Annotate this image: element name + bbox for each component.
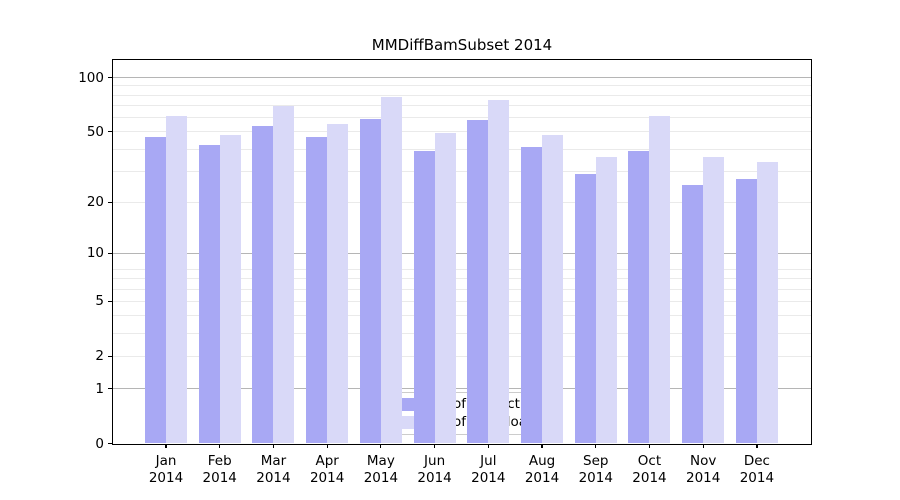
- bar-ips-oct: [628, 151, 650, 444]
- gridline-minor: [113, 148, 811, 150]
- bar-ips-nov: [682, 185, 704, 444]
- bar-downloads-jun: [434, 133, 456, 444]
- x-tick-label-month: Sep: [583, 453, 609, 469]
- legend-item: Nb of downloads: [389, 414, 543, 433]
- y-tick: [108, 442, 113, 445]
- gridline-minor: [113, 300, 811, 302]
- y-tick-label: 0: [95, 435, 104, 452]
- bar-ips-sep: [574, 173, 596, 444]
- bar-downloads-jan: [166, 116, 187, 444]
- y-tick-label: 100: [78, 69, 104, 86]
- x-tick-label-year: 2014: [202, 470, 237, 486]
- x-tick-label-year: 2014: [363, 470, 399, 486]
- y-tick-label: 5: [95, 293, 104, 310]
- y-tick-label: 50: [86, 123, 104, 140]
- x-tick: [165, 443, 167, 448]
- x-tick-label-year: 2014: [148, 470, 184, 486]
- gridline-minor: [113, 131, 811, 133]
- gridline-major: [113, 77, 811, 79]
- x-tick: [326, 443, 328, 448]
- x-tick-label-month: Apr: [315, 453, 339, 469]
- bar-downloads-may: [380, 97, 402, 444]
- x-tick-label-year: 2014: [309, 470, 345, 486]
- gridline-minor: [113, 333, 811, 335]
- gridline-minor: [113, 268, 811, 270]
- x-tick: [756, 443, 758, 448]
- x-tick-label-month: Dec: [743, 453, 770, 469]
- bar-downloads-aug: [542, 134, 564, 444]
- bar-ips-apr: [306, 136, 328, 444]
- gridline-minor: [113, 94, 811, 96]
- x-tick: [648, 443, 651, 448]
- gridline-minor: [113, 105, 811, 107]
- y-tick: [108, 252, 113, 254]
- x-tick-label-year: 2014: [578, 470, 613, 486]
- gridline-minor: [113, 315, 811, 317]
- y-tick-label: 10: [86, 245, 104, 262]
- bar-ips-aug: [521, 147, 543, 444]
- bar-downloads-sep: [595, 157, 617, 444]
- gridline-major: [113, 388, 811, 390]
- x-tick-label-year: 2014: [417, 470, 452, 486]
- x-tick-label-year: 2014: [524, 470, 560, 486]
- bar-downloads-dec: [756, 161, 778, 444]
- x-tick: [702, 443, 704, 448]
- x-tick-label-month: Jul: [480, 453, 497, 469]
- x-tick-label-year: 2014: [471, 470, 506, 486]
- gridline-minor: [113, 201, 811, 203]
- bar-downloads-oct: [649, 116, 671, 444]
- bar-downloads-jul: [488, 100, 510, 444]
- gridline-minor: [113, 288, 811, 290]
- x-tick: [541, 443, 543, 448]
- x-tick: [272, 443, 275, 448]
- gridline-major: [113, 252, 811, 254]
- y-tick-label: 20: [86, 194, 104, 211]
- y-tick-label: 1: [95, 380, 104, 397]
- bar-ips-may: [359, 118, 381, 444]
- bar-ips-jun: [413, 151, 435, 444]
- x-tick-label-month: Aug: [528, 453, 556, 469]
- bar-ips-jan: [145, 136, 166, 444]
- y-tick: [108, 300, 113, 303]
- bar-ips-jul: [467, 120, 489, 444]
- y-tick-label: 2: [95, 348, 104, 365]
- x-tick-label-month: Jan: [155, 453, 177, 469]
- x-tick: [487, 443, 489, 448]
- x-tick-label-year: 2014: [256, 470, 291, 486]
- x-tick-label-month: Nov: [690, 453, 717, 469]
- gridline-minor: [113, 117, 811, 119]
- bar-ips-feb: [198, 145, 220, 444]
- x-tick-label-year: 2014: [739, 470, 775, 486]
- y-tick: [108, 76, 113, 79]
- x-tick: [219, 443, 221, 448]
- x-tick: [434, 443, 436, 448]
- x-tick: [380, 443, 382, 448]
- x-tick: [595, 443, 597, 448]
- gridline-minor: [113, 85, 811, 87]
- bar-downloads-nov: [703, 157, 725, 444]
- y-tick: [108, 201, 113, 203]
- bar-downloads-mar: [273, 105, 295, 444]
- x-tick-label-year: 2014: [686, 470, 721, 486]
- x-tick-label-month: Jun: [424, 453, 446, 469]
- bar-ips-mar: [252, 125, 274, 444]
- bar-ips-dec: [735, 179, 757, 444]
- bar-downloads-apr: [327, 124, 349, 444]
- gridline-minor: [113, 170, 811, 172]
- x-tick-label-month: Oct: [637, 453, 662, 469]
- x-tick-label-year: 2014: [632, 470, 667, 486]
- y-tick: [108, 131, 113, 133]
- y-tick: [108, 387, 113, 390]
- x-tick-label-month: May: [366, 453, 395, 469]
- gridline-minor: [113, 278, 811, 280]
- bar-downloads-feb: [219, 134, 241, 444]
- x-tick-label-month: Mar: [260, 453, 287, 469]
- y-tick: [108, 355, 113, 357]
- gridline-minor: [113, 355, 811, 357]
- legend-item: Nb of distinct IPs: [389, 395, 543, 414]
- x-tick-label-month: Feb: [207, 453, 232, 469]
- plot-area: Nb of distinct IPsNb of downloads: [112, 59, 812, 445]
- chart-title: MMDiffBamSubset 2014: [371, 36, 553, 54]
